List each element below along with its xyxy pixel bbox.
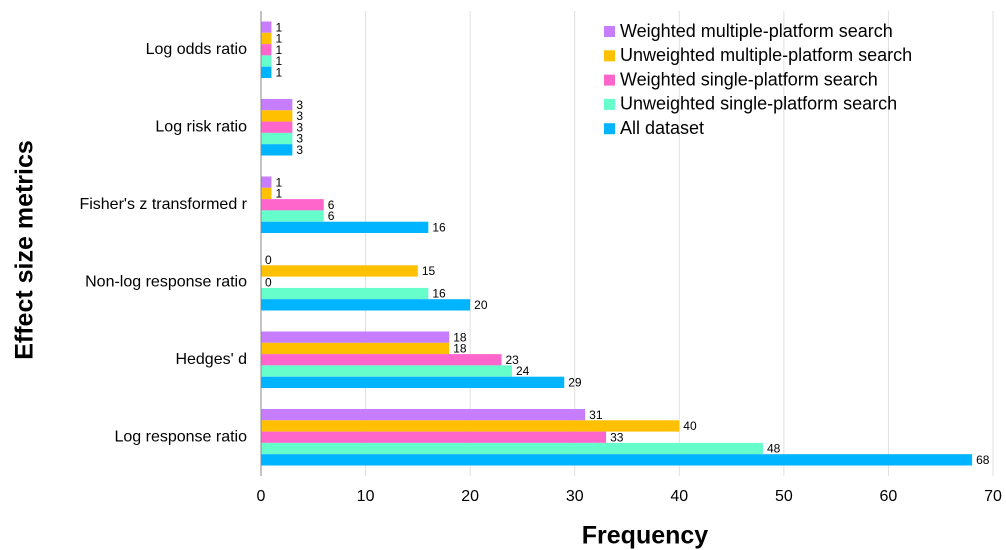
x-axis-title: Frequency [582,522,709,550]
value-label: 16 [432,221,446,235]
bar [261,354,502,366]
bar [261,221,429,233]
bar [261,110,293,122]
bar [261,99,293,111]
bar [261,121,293,133]
bar [261,176,272,188]
legend-label: Weighted single-platform search [620,69,878,89]
legend-swatch [604,123,615,135]
value-label: 15 [422,264,436,278]
legend-label: Unweighted single-platform search [620,94,897,114]
value-label: 24 [516,364,530,378]
value-label: 1 [275,20,282,34]
value-label: 3 [296,132,303,146]
x-tick-label: 10 [357,488,375,505]
legend-label: Weighted multiple-platform search [620,21,893,41]
bar [261,376,565,388]
y-axis-title: Effect size metrics [11,140,39,360]
bar [261,331,450,343]
x-tick-label: 50 [775,488,793,505]
x-tick-label: 70 [984,488,1002,505]
bar [261,187,272,200]
x-tick-label: 40 [670,488,688,505]
bar [261,365,512,377]
value-label: 18 [453,342,467,356]
value-label: 1 [275,43,282,57]
value-label: 16 [432,287,446,301]
bar [261,55,272,67]
y-tick-label: Log risk ratio [155,118,247,135]
legend-label: Unweighted multiple-platform search [620,45,912,65]
bar [261,132,293,145]
x-tick-label: 60 [880,488,898,505]
legend-swatch [604,26,615,37]
bar [261,454,973,466]
x-tick-label: 0 [257,488,266,505]
y-tick-label: Hedges' d [175,351,247,368]
value-label: 18 [453,330,467,344]
value-label: 31 [589,408,603,422]
bar [261,144,293,156]
bar [261,442,763,455]
value-label: 1 [275,187,282,201]
legend-swatch [604,98,615,110]
y-tick-label: Log odds ratio [146,41,248,58]
bar [261,265,418,277]
value-label: 1 [275,54,282,68]
bar [261,44,272,56]
value-label: 3 [296,143,303,157]
value-label: 48 [767,442,781,456]
value-label: 0 [265,253,272,267]
bar [261,409,586,421]
y-tick-label: Log response ratio [114,428,247,445]
value-label: 20 [474,298,488,312]
value-label: 3 [296,109,303,123]
value-label: 29 [568,376,582,390]
value-label: 3 [296,120,303,134]
bar [261,287,429,300]
bar [261,420,680,432]
value-label: 0 [265,275,272,289]
value-label: 6 [328,198,335,212]
value-label: 23 [506,353,520,367]
bar [261,66,272,78]
value-label: 1 [275,32,282,46]
x-tick-label: 30 [566,488,584,505]
value-label: 3 [296,98,303,112]
value-label: 1 [275,66,282,80]
value-label: 68 [976,453,990,467]
legend-label: All dataset [620,118,704,138]
legend-swatch [604,74,615,86]
bar [261,431,607,443]
bar [261,299,471,311]
y-tick-label: Non-log response ratio [85,273,247,290]
bar [261,342,450,355]
y-tick-label: Fisher's z transformed r [79,196,247,213]
x-tick-label: 20 [461,488,479,505]
value-label: 6 [328,209,335,223]
bar [261,21,272,33]
value-label: 1 [275,175,282,189]
value-label: 33 [610,430,624,444]
bar [261,32,272,45]
bar [261,210,324,222]
bar [261,199,324,211]
value-label: 40 [683,419,697,433]
legend-swatch [604,50,615,62]
